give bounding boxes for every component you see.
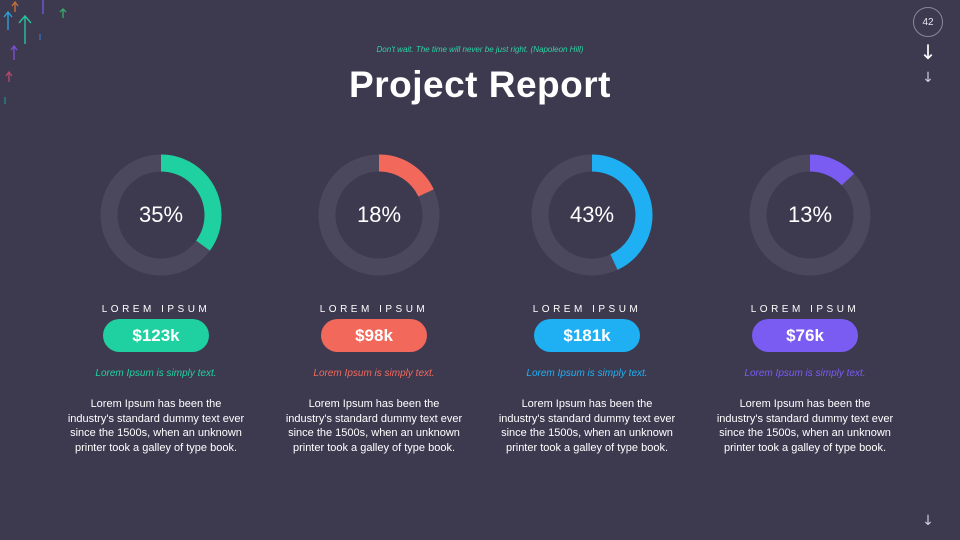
percent-label: 18% xyxy=(356,202,402,227)
metric-label: LOREM IPSUM xyxy=(532,304,642,315)
value-pill: $123k xyxy=(103,319,209,352)
arrow-up-icon-decoration xyxy=(3,0,67,104)
value-pill: $181k xyxy=(534,319,640,352)
donut-progress-arc xyxy=(531,154,653,276)
donut-chart xyxy=(531,154,653,276)
donut-chart xyxy=(318,154,440,276)
percent-label: 13% xyxy=(787,202,833,227)
metric-card: 18% LOREM IPSUM $98k Lorem Ipsum is simp… xyxy=(284,150,464,480)
quote-text: Don't wait. The time will never be just … xyxy=(376,45,584,54)
page-number-badge: 42 xyxy=(913,7,943,37)
metric-label: LOREM IPSUM xyxy=(319,304,429,315)
metric-subtitle: Lorem Ipsum is simply text. xyxy=(95,368,217,379)
metric-subtitle: Lorem Ipsum is simply text. xyxy=(526,368,648,379)
metric-label: LOREM IPSUM xyxy=(750,304,860,315)
donut-chart xyxy=(100,154,222,276)
metric-description: Lorem Ipsum has been the industry's stan… xyxy=(498,398,676,454)
metric-subtitle: Lorem Ipsum is simply text. xyxy=(744,368,866,379)
metric-card: 43% LOREM IPSUM $181k Lorem Ipsum is sim… xyxy=(497,150,677,480)
value-pill: $76k xyxy=(752,319,858,352)
metric-description: Lorem Ipsum has been the industry's stan… xyxy=(67,398,245,454)
metric-description: Lorem Ipsum has been the industry's stan… xyxy=(285,398,463,454)
percent-label: 35% xyxy=(138,202,184,227)
percent-label: 43% xyxy=(569,202,615,227)
arrow-down-icon[interactable]: ↓ xyxy=(919,40,937,64)
donut-progress-arc xyxy=(318,154,440,276)
donut-chart xyxy=(749,154,871,276)
donut-progress-arc xyxy=(100,154,222,276)
donut-progress-arc xyxy=(749,154,871,276)
metric-label: LOREM IPSUM xyxy=(101,304,211,315)
page-title: Project Report xyxy=(349,64,611,105)
arrow-down-icon-small[interactable]: ↓ xyxy=(922,70,934,86)
metric-description: Lorem Ipsum has been the industry's stan… xyxy=(716,398,894,454)
value-pill: $98k xyxy=(321,319,427,352)
arrow-down-icon-bottom[interactable]: ↓ xyxy=(922,513,934,529)
metric-subtitle: Lorem Ipsum is simply text. xyxy=(313,368,435,379)
metric-card: 35% LOREM IPSUM $123k Lorem Ipsum is sim… xyxy=(66,150,246,480)
metric-card: 13% LOREM IPSUM $76k Lorem Ipsum is simp… xyxy=(715,150,895,480)
